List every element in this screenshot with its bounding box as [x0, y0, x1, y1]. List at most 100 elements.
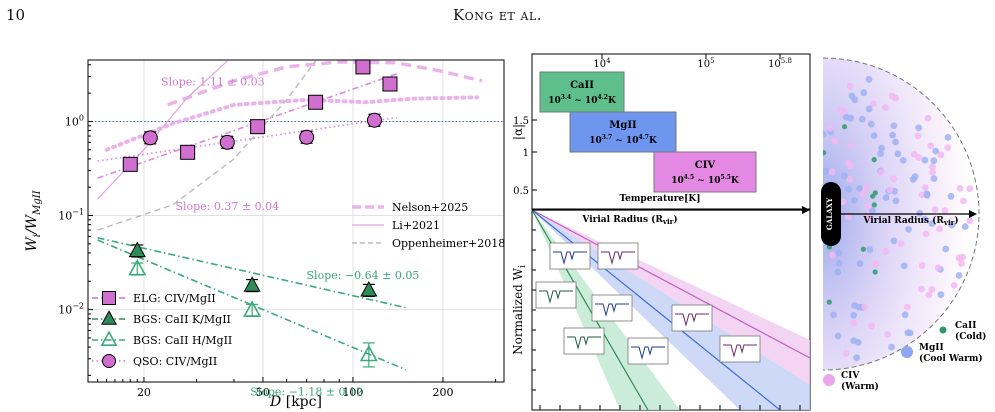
gas-cloud-dot — [966, 217, 974, 225]
absorption-spectrum — [631, 346, 665, 360]
halo-illustration: GALAXY Virial Radius (Rvir) CaII(Cold) Mg… — [821, 57, 986, 392]
gas-cloud-dot — [862, 184, 870, 192]
reference-curve — [97, 60, 228, 200]
ion-temperature-range: 103.4 ∼ 104.2K — [548, 94, 617, 106]
gas-cloud-dot — [872, 269, 878, 275]
ion-temperature-range: 104.5 ∼ 105.5K — [671, 174, 740, 186]
civ-trend-line — [531, 209, 811, 359]
elg-point — [308, 94, 324, 110]
ratio-chart: 20 50 100 200 10−2 10−1 100 Slope: 1.11 ± 0.03… — [24, 59, 505, 410]
temperature-tick-label: 104 — [593, 57, 611, 70]
gas-cloud-dot — [931, 206, 939, 213]
page-number: 10 — [6, 6, 26, 24]
gas-cloud-dot — [928, 220, 936, 228]
gas-cloud-dot — [892, 197, 900, 205]
elg-point — [122, 156, 138, 172]
gas-cloud-dot — [835, 260, 843, 267]
gas-cloud-dot — [864, 213, 872, 221]
caii-h-point — [359, 344, 378, 362]
spectrum-inset — [563, 327, 605, 355]
absorption-spectrum — [553, 251, 587, 265]
gas-cloud-dot — [839, 198, 847, 206]
gas-cloud-dot — [916, 209, 924, 217]
qso-point — [299, 129, 315, 145]
gas-cloud-dot — [865, 75, 873, 83]
gas-cloud-dot — [888, 343, 895, 351]
gas-cloud-dot — [932, 147, 939, 155]
qso-point — [142, 130, 158, 146]
halo-legend-name: CIV — [841, 371, 860, 381]
gas-cloud-dot — [941, 207, 949, 215]
gas-cloud-dot — [859, 190, 867, 198]
gas-cloud-dot — [847, 141, 855, 149]
gas-cloud-dot — [865, 105, 873, 113]
gas-cloud-dot — [914, 132, 922, 140]
gas-cloud-dot — [924, 114, 932, 122]
gas-cloud-dot — [937, 291, 945, 298]
gas-cloud-dot — [842, 124, 848, 130]
gas-cloud-dot — [829, 251, 837, 259]
gas-cloud-dot — [889, 131, 896, 139]
slope-label: Slope: 0.37 ± 0.04 — [175, 200, 279, 213]
running-head: Kong et al. — [452, 6, 543, 24]
gas-cloud-dot — [845, 213, 852, 221]
spectrum-inset — [591, 294, 633, 322]
gas-cloud-dot — [872, 190, 878, 196]
gas-cloud-dot — [906, 329, 914, 337]
caii-k-point — [243, 276, 261, 292]
gas-cloud-dot — [921, 184, 929, 191]
ion-temperature-range: 103.7 ∼ 104.7K — [589, 134, 658, 146]
gas-cloud-dot — [828, 168, 836, 176]
gas-cloud-dot — [860, 89, 868, 97]
legend-label: Li+2021 — [392, 219, 440, 232]
x-tick-label: 20 — [137, 386, 151, 399]
gas-cloud-dot — [827, 124, 834, 132]
gas-cloud-dot — [860, 246, 866, 252]
gas-cloud-dot — [884, 331, 891, 338]
elg-point — [355, 59, 371, 75]
qso-point — [102, 354, 116, 368]
elg-point — [382, 76, 398, 92]
halo-legend-note: (Cool Warm) — [919, 353, 983, 364]
fit-line — [97, 237, 406, 309]
ion-temperature-box — [569, 111, 677, 153]
gas-cloud-dot — [851, 302, 858, 309]
gas-cloud-dot — [882, 194, 890, 202]
gas-cloud-dot — [918, 285, 925, 293]
gas-cloud-dot — [948, 221, 956, 229]
gas-cloud-dot — [845, 185, 853, 193]
spectrum-inset — [549, 242, 591, 270]
gas-cloud-dot — [850, 312, 858, 319]
x-tick-label: 200 — [432, 386, 453, 399]
gas-cloud-dot — [890, 237, 898, 245]
gas-cloud-dot — [834, 332, 842, 340]
gas-cloud-dot — [851, 96, 859, 104]
gas-cloud-dot — [927, 142, 935, 149]
caii-h-point — [100, 330, 118, 347]
gas-cloud-dot — [934, 264, 942, 272]
temperature-tick-label: 105 — [697, 57, 714, 70]
slope-label: Slope: −1.18 ± 0.12 — [250, 386, 363, 399]
gas-cloud-dot — [955, 272, 963, 279]
gas-cloud-dot — [841, 172, 848, 180]
legend-label: Oppenheimer+2018 — [392, 237, 505, 250]
ion-name: MgII — [609, 120, 637, 131]
gas-cloud-dot — [905, 225, 912, 233]
normalized-w-label: Normalized Wi — [511, 265, 528, 355]
legend-label: BGS: CaII K/MgII — [133, 313, 231, 326]
gas-cloud-dot — [958, 260, 965, 267]
gas-cloud-dot — [892, 138, 899, 146]
gas-cloud-dot — [966, 185, 974, 193]
gas-cloud-dot — [890, 175, 897, 183]
gas-cloud-dot — [961, 223, 969, 231]
caii-h-point — [243, 300, 262, 317]
halo-legend-note: (Warm) — [841, 381, 879, 392]
y-tick-label: 10−1 — [58, 208, 84, 223]
legend-label: Nelson+2025 — [392, 201, 468, 214]
halo-axis-label: Virial Radius (Rvir) — [862, 215, 958, 227]
gas-cloud-dot — [856, 185, 863, 192]
halo-legend-name: CaII — [955, 321, 976, 331]
absorption-spectrum — [539, 290, 573, 304]
gas-cloud-dot — [856, 260, 864, 267]
gas-cloud-dot — [956, 185, 964, 192]
